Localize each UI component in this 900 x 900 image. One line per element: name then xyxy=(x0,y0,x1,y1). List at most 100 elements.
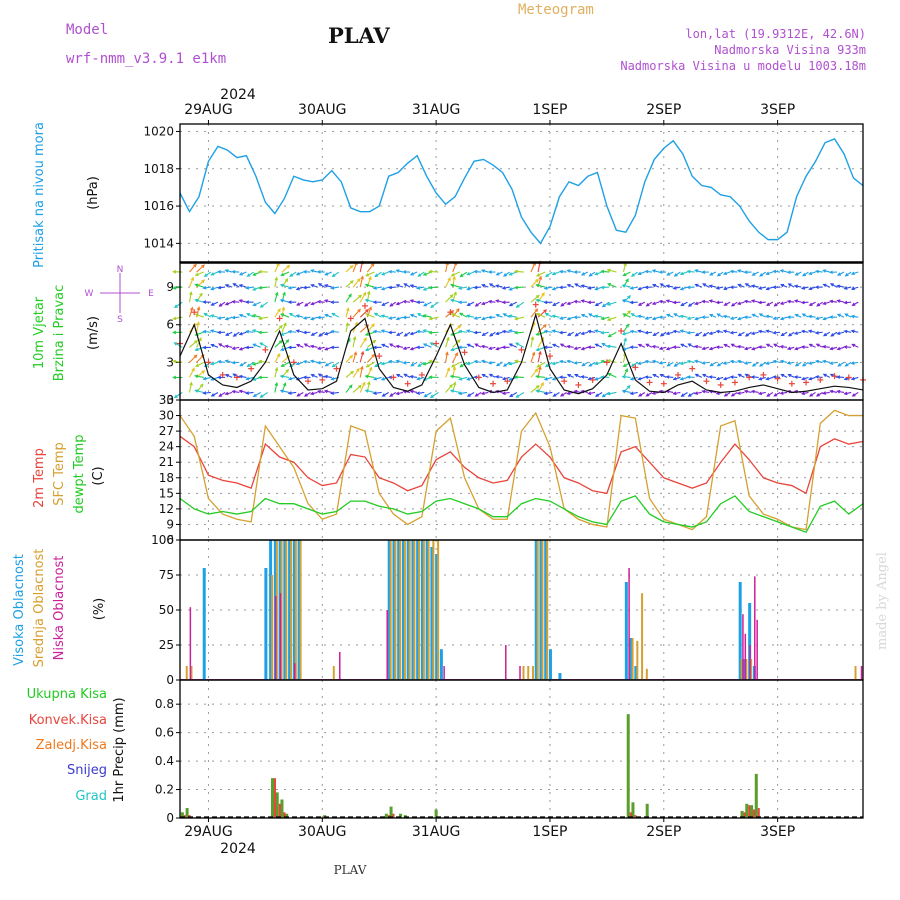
wind-arrow xyxy=(174,342,183,348)
wind-arrow xyxy=(830,346,838,350)
wind-arrow xyxy=(852,392,859,397)
wind-arrowhead xyxy=(558,359,564,364)
wind-arrowhead xyxy=(224,269,229,273)
wind-arrow xyxy=(195,271,204,276)
wind-arrowhead xyxy=(503,273,507,277)
wind-arrowhead xyxy=(422,362,427,366)
wind-arrowhead xyxy=(630,363,635,367)
wind-arrowhead xyxy=(225,332,230,336)
wind-arrow xyxy=(737,345,745,348)
wind-arrowhead xyxy=(538,365,542,370)
wind-arrowhead xyxy=(454,352,458,357)
wind-arrowhead xyxy=(514,359,519,364)
wind-arrow xyxy=(673,286,681,290)
wind-arrow xyxy=(581,299,589,303)
wind-arrowhead xyxy=(757,300,762,305)
wind-arrow xyxy=(430,342,439,348)
wind-arrowhead xyxy=(794,346,799,351)
wind-arrowhead xyxy=(822,373,827,378)
wind-arrow xyxy=(195,389,204,394)
wind-arrowhead xyxy=(821,391,827,395)
wind-arrowhead xyxy=(535,273,540,277)
wind-arrowhead xyxy=(194,313,199,317)
wind-arrowhead xyxy=(195,363,200,367)
wind-arrowhead xyxy=(515,304,520,308)
mid-cloud-bar xyxy=(740,659,743,680)
wind-arrowhead xyxy=(736,344,741,349)
wind-arrowhead xyxy=(645,393,650,397)
wind-arrow xyxy=(445,277,451,288)
wind-arrowhead xyxy=(672,345,677,349)
wind-arrowhead xyxy=(843,391,848,396)
wind-arrowhead xyxy=(629,329,634,334)
total-precip-bar xyxy=(399,813,403,818)
wind-arrowhead xyxy=(757,391,763,396)
wind-arrowhead xyxy=(238,313,243,318)
wind-arrow xyxy=(173,286,183,289)
wind-arrowhead xyxy=(801,363,806,367)
cloud-ytick-label: 100 xyxy=(151,533,174,547)
model-label: Model xyxy=(66,22,108,38)
wind-arrowhead xyxy=(850,329,855,334)
wind-arrow xyxy=(631,361,639,367)
total-precip-bar xyxy=(389,806,393,818)
wind-arrowhead xyxy=(316,389,321,394)
wind-arrowhead xyxy=(600,359,605,364)
wind-arrow xyxy=(737,284,745,288)
temperature-frame xyxy=(179,399,864,541)
wind-arrow xyxy=(544,330,553,333)
wind-arrowhead xyxy=(637,314,642,319)
wind-arrow xyxy=(203,330,211,333)
wind-arrowhead xyxy=(203,273,208,277)
wind-arrowhead xyxy=(371,353,376,358)
mid-cloud-bar xyxy=(418,540,421,680)
wind-arrowhead xyxy=(751,313,756,318)
wind-arrowhead xyxy=(445,351,449,356)
wind-arrow xyxy=(239,331,247,335)
high-cloud-axis-label: Visoka Oblacnost xyxy=(12,554,27,666)
wind-arrowhead xyxy=(194,389,199,393)
temperature-ytick-label: 9 xyxy=(166,517,174,531)
wind-arrowhead xyxy=(701,270,706,274)
wind-arrow xyxy=(204,271,212,277)
wind-arrow xyxy=(281,339,290,348)
conv-precip-bar xyxy=(273,778,276,818)
wind-arrowhead xyxy=(402,299,407,304)
wind-arrow xyxy=(508,315,517,318)
wind-arrowhead xyxy=(282,291,286,296)
wind-arrow xyxy=(252,361,261,366)
precip-unit-label: 1hr Precip (mm) xyxy=(112,697,127,802)
wind-arrowhead xyxy=(495,362,500,367)
wind-arrowhead xyxy=(357,384,362,389)
wind-arrowhead xyxy=(374,363,379,368)
wind-arrowhead xyxy=(409,284,414,288)
wind-arrowhead xyxy=(743,315,748,319)
wind-arrowhead xyxy=(766,393,771,397)
wind-arrowhead xyxy=(606,302,611,306)
wind-arrowhead xyxy=(194,272,199,277)
high-cloud-bar xyxy=(539,540,543,680)
wind-arrowhead xyxy=(324,331,329,336)
wind-arrow xyxy=(325,314,332,318)
wind-arrowhead xyxy=(773,303,778,307)
wind-arrow xyxy=(366,367,373,378)
wind-arrow xyxy=(622,346,631,351)
wind-arrow xyxy=(581,361,589,367)
wind-arrowhead xyxy=(593,361,599,366)
wind-arrow xyxy=(601,331,610,334)
wind-arrow xyxy=(530,295,540,303)
wind-arrow xyxy=(324,331,332,335)
wind-arrow xyxy=(758,330,766,333)
wind-arrowhead xyxy=(541,292,545,297)
wind-arrowhead xyxy=(793,331,799,335)
wind-arrowhead xyxy=(280,363,285,367)
wind-arrowhead xyxy=(395,301,400,306)
wind-arrowhead xyxy=(459,363,464,368)
wind-arrow xyxy=(188,307,193,318)
mid-cloud-bar xyxy=(432,540,435,680)
wind-axis-label-2: Brzina i Pravac xyxy=(52,285,67,382)
wind-arrowhead xyxy=(210,272,215,276)
wind-arrow xyxy=(280,284,290,288)
wind-arrowhead xyxy=(310,283,315,288)
